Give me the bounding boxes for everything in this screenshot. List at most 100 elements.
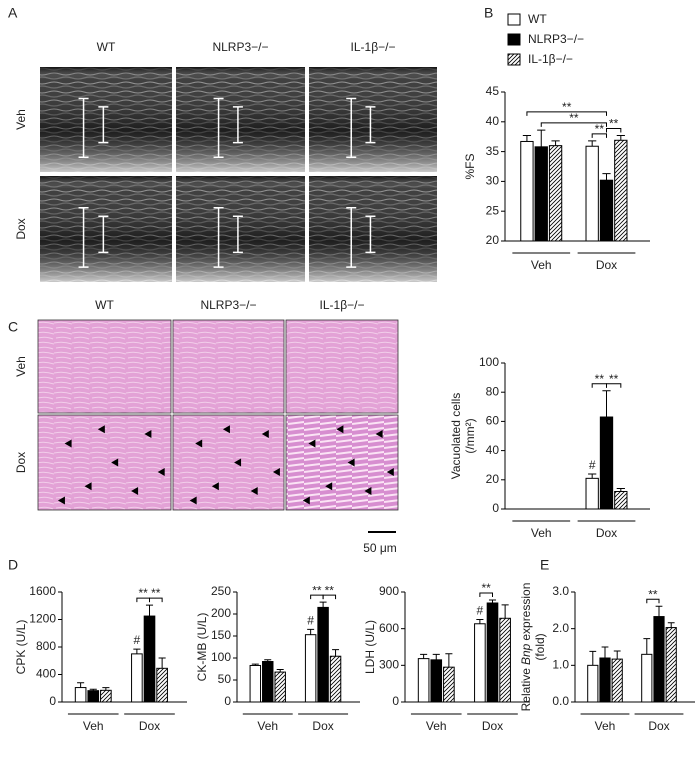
bar (317, 606, 329, 703)
bar (499, 617, 511, 703)
y-axis-label-part: CPK (U/L) (14, 620, 28, 675)
arrowhead (144, 430, 152, 438)
error-bar (537, 129, 546, 147)
significance-bracket (591, 133, 607, 138)
error-bar (420, 653, 428, 659)
arrowhead (97, 425, 105, 434)
significance-bracket (322, 594, 337, 600)
bar (143, 615, 156, 703)
error-bar (332, 649, 340, 657)
legend-swatch (507, 33, 521, 46)
x-tick-label: Dox (312, 719, 333, 733)
arrowhead (325, 482, 333, 491)
legend-label: IL-1β−/− (528, 52, 573, 66)
bar (486, 602, 499, 703)
arrowhead (261, 430, 269, 438)
panel-label: D (8, 557, 18, 573)
error-bar (307, 628, 315, 635)
significance-label: ** (648, 587, 658, 601)
y-tick-label: 35 (486, 144, 500, 158)
panel-label: E (540, 557, 549, 573)
error-bar (145, 604, 154, 617)
y-tick-label: 1600 (29, 584, 56, 598)
echo-shade (309, 67, 437, 172)
measure-bracket (98, 215, 109, 254)
significance-label: ** (482, 581, 492, 595)
y-tick-label: 1200 (29, 612, 56, 626)
column-label: NLRP3−/− (200, 298, 256, 312)
error-bar (655, 605, 663, 617)
y-tick-label: 45 (486, 84, 500, 98)
significance-label: ** (569, 111, 579, 125)
error-bar (488, 599, 497, 603)
arrowhead (222, 425, 230, 434)
bar (534, 146, 548, 242)
row-label: Dox (14, 452, 28, 473)
error-bar (158, 657, 166, 669)
measure-bracket (346, 207, 357, 268)
y-tick-label: 300 (379, 658, 399, 672)
legend-swatch (507, 13, 521, 26)
significance-label: ** (609, 372, 619, 386)
error-bar (522, 135, 532, 142)
significance-label: ** (151, 586, 161, 600)
bar (641, 653, 653, 703)
bar (611, 658, 623, 703)
significance-bracket (606, 128, 622, 133)
y-tick-label: 40 (486, 114, 500, 128)
significance-label: ** (562, 100, 572, 114)
significance-label: ** (595, 122, 605, 136)
arrowhead (189, 496, 197, 505)
significance-label: ** (139, 586, 149, 600)
y-axis-label: %FS (463, 153, 477, 179)
histology-image (37, 319, 172, 414)
scale-bar-label: 50 μm (363, 541, 397, 555)
bar (548, 145, 563, 242)
error-bar (319, 601, 327, 608)
y-axis-label: LDH (U/L) (363, 620, 377, 674)
measure-bracket (98, 106, 109, 144)
error-bar (251, 663, 259, 666)
error-bar (667, 622, 675, 628)
bar (100, 689, 112, 703)
error-bar (264, 659, 272, 662)
arrowhead (386, 468, 394, 476)
bar (262, 661, 274, 703)
column-label: WT (95, 298, 114, 312)
significance-bracket (526, 111, 607, 116)
significance-bracket (540, 122, 607, 127)
arrowhead (375, 430, 383, 438)
bar (443, 666, 455, 703)
error-bar (445, 653, 453, 668)
y-tick-label: 60 (486, 414, 500, 428)
error-bar (89, 688, 97, 691)
significance-bracket (149, 597, 163, 603)
y-axis-label: Relative Bnp expression (519, 583, 533, 712)
arrowhead (272, 468, 280, 476)
bar (74, 687, 87, 703)
bar (156, 667, 168, 703)
y-tick-label: 250 (211, 584, 231, 598)
y-tick-label: 0 (224, 694, 231, 708)
bar (653, 616, 665, 703)
x-tick-label: Veh (83, 719, 104, 733)
row-label: Veh (14, 356, 28, 377)
legend-swatch (507, 53, 521, 66)
row-label: Dox (14, 218, 28, 239)
error-bar (102, 687, 110, 691)
significance-label: ** (595, 372, 605, 386)
y-tick-label: 200 (211, 606, 231, 620)
error-bar (601, 646, 609, 658)
y-axis-label-part: LDH (U/L) (363, 620, 377, 674)
bar (329, 655, 342, 703)
panel-label: A (8, 5, 18, 21)
bar (665, 627, 677, 703)
histology-image (172, 414, 285, 511)
measure-bracket (213, 97, 224, 159)
error-bar (643, 638, 651, 655)
y-axis-label-part: Relative (519, 668, 533, 712)
x-tick-label: Dox (482, 719, 503, 733)
bar (474, 623, 486, 703)
legend-label: NLRP3−/− (528, 32, 584, 46)
bar (614, 490, 628, 510)
